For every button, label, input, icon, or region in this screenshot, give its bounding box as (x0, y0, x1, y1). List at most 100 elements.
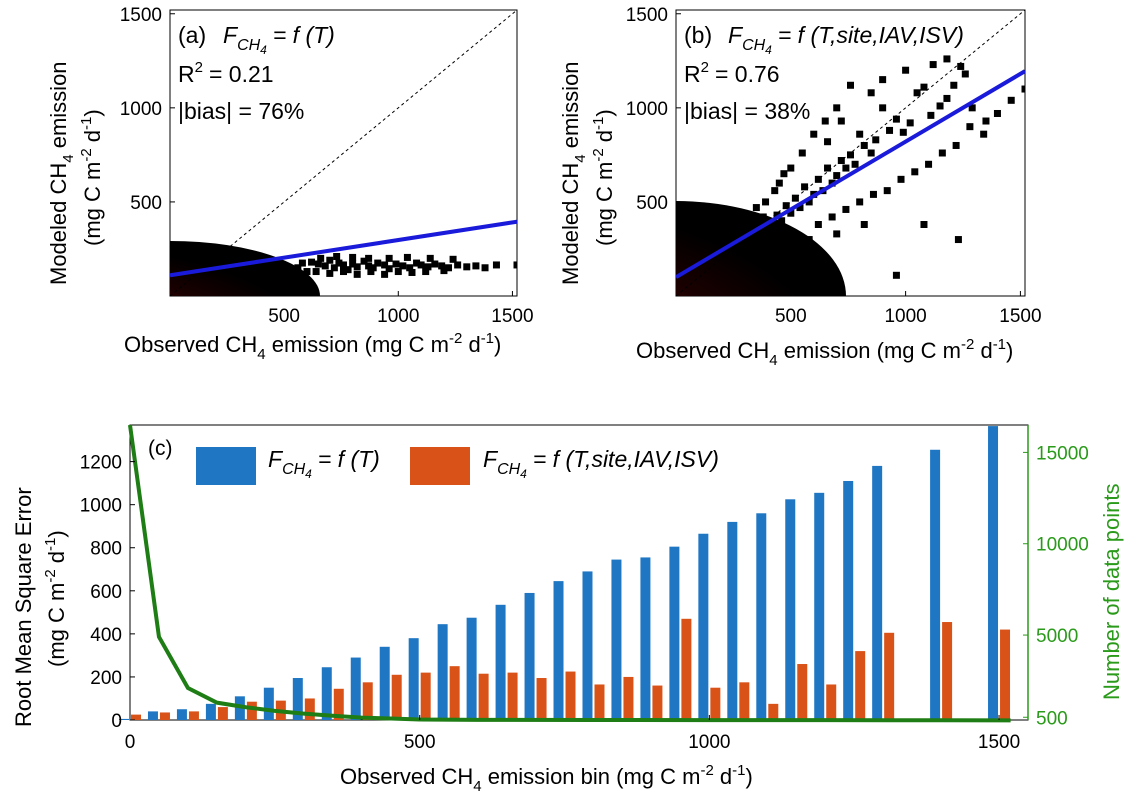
panel-a-point (321, 262, 329, 270)
bar-f-t (379, 646, 390, 720)
panel-c-y2label: Number of data points (1099, 484, 1124, 700)
panel-b-point (842, 164, 850, 172)
panel-a-fit-line (170, 219, 517, 278)
panel-b-point (906, 119, 914, 127)
bar-f-t (119, 718, 129, 720)
bar-f-full (333, 688, 344, 720)
bar-f-t (292, 678, 303, 720)
bar-f-t (321, 667, 332, 720)
panel-c-y2tick-label: 10000 (1036, 535, 1089, 556)
bar-f-t (698, 533, 709, 720)
bar-f-full (217, 707, 228, 720)
panel-c-y2tick-label: 15000 (1036, 443, 1089, 464)
panel-b-point (787, 209, 795, 217)
bar-f-t (640, 557, 651, 720)
panel-b-point (867, 89, 875, 97)
panel-b-ytick-label: 500 (636, 193, 668, 214)
panel-a-point (303, 268, 311, 276)
bar-f-full (536, 678, 547, 720)
panel-b-point (780, 170, 788, 178)
panel-b-point (750, 236, 758, 244)
panel-a-point (385, 265, 393, 273)
panel-b-point (833, 230, 841, 238)
panel-a-point (406, 264, 414, 272)
panel-a-density-cloud (170, 241, 320, 296)
bar-f-full (1000, 629, 1011, 720)
panel-b-point (911, 168, 919, 176)
bar-f-t (756, 513, 767, 720)
panel-c-ytick-label: 0 (111, 711, 122, 732)
panel-b-point (847, 81, 854, 89)
panel-a-point (381, 270, 389, 278)
panel-a-point (513, 261, 517, 269)
panel-c-axes: 0 500 1000 15000200400600800100012005005000… (80, 425, 1089, 753)
panel-a-xtick-label: 1000 (377, 306, 419, 327)
panel-b-point (775, 179, 783, 187)
panel-a-point (353, 270, 361, 278)
panel-b-point (805, 198, 813, 206)
bar-f-t (147, 711, 158, 720)
panel-a-xtick-label: 500 (268, 306, 300, 327)
panel-b-point (860, 141, 868, 149)
panel-c-xtick-label: 1500 (978, 732, 1020, 753)
panel-c-ytick-label: 400 (90, 625, 122, 646)
panel-b-ytick-label: 1000 (626, 99, 668, 120)
panel-b-point (879, 104, 887, 112)
panel-a-point (367, 268, 375, 276)
panel-a-point (365, 262, 373, 270)
panel-a-point (369, 264, 377, 272)
panel-b-point (950, 81, 958, 89)
panel-b-point (856, 198, 864, 206)
bar-f-full (826, 684, 837, 720)
panel-a-point (353, 263, 361, 271)
panel-b-point (771, 187, 779, 195)
panel-a-point (472, 262, 480, 270)
panel-a-point (294, 264, 302, 272)
panel-b-point (966, 123, 974, 131)
bar-f-t (930, 449, 941, 720)
panel-b-plot-area (676, 10, 1025, 296)
panel-b-point (943, 94, 951, 102)
panel-b-point (860, 221, 868, 228)
bar-f-full (188, 711, 199, 720)
panel-a-point (326, 269, 334, 277)
panel-a-point (438, 262, 446, 270)
bar-f-full (768, 703, 779, 720)
legend-swatch-f-full (410, 447, 470, 485)
panel-c-count-line (128, 424, 1011, 723)
bar-f-full (710, 687, 721, 720)
panel-a-point (308, 258, 316, 266)
bar-f-t (495, 604, 506, 720)
panel-a-point (330, 264, 338, 272)
panel-b-point (752, 204, 760, 212)
panel-a-plot-area (170, 10, 517, 296)
panel-b-point (778, 217, 786, 225)
panel-b-point (847, 151, 854, 159)
panel-b-point (755, 230, 763, 238)
panel-b-point (828, 213, 836, 221)
bar-f-t (350, 657, 361, 720)
bar-f-full (131, 714, 141, 720)
panel-a: 500 1000 1500 500 1000 1500 (a) FCH4= f (T) R… (46, 5, 534, 363)
panel-b-point (869, 190, 877, 198)
panel-a-point (403, 253, 411, 261)
panel-b-point (913, 89, 921, 97)
panel-b-point (957, 62, 965, 70)
panel-a-point (326, 256, 334, 264)
panel-b-point (856, 130, 864, 138)
panel-a-point (449, 255, 457, 263)
panel-b-point (773, 211, 781, 219)
panel-a-point (454, 261, 462, 269)
panel-b-point (833, 104, 841, 112)
panel-b-point (814, 221, 822, 228)
panel-a-ylabel-line1: Modeled CH4 emission (46, 61, 77, 285)
panel-b-point (762, 198, 770, 206)
panel-b-point (938, 149, 946, 157)
panel-a-point (298, 259, 306, 267)
panel-b-point (837, 157, 845, 165)
panel-a-one-to-one-line (170, 10, 517, 296)
panel-a-point (381, 261, 389, 269)
panel-c-xtick-label: 1000 (688, 732, 730, 753)
bar-f-full (652, 685, 663, 720)
panel-a-point (445, 264, 453, 272)
